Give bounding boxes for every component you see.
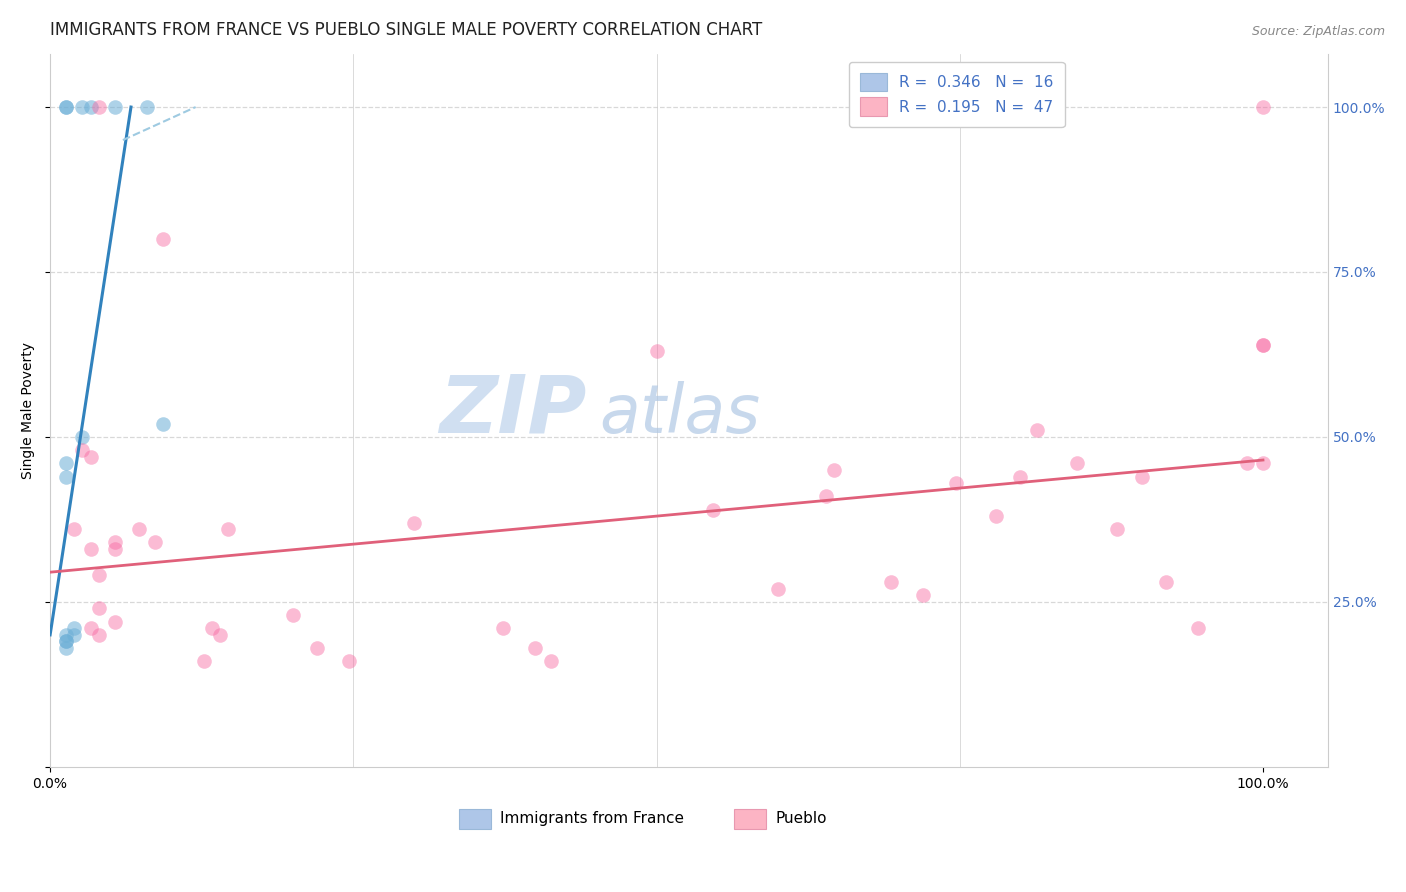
Point (986, 509, 1008, 524)
Legend: R =  0.346   N =  16, R =  0.195   N =  47: R = 0.346 N = 16, R = 0.195 N = 47 (849, 62, 1064, 127)
Point (55, 634, 77, 648)
Point (823, 463, 845, 477)
Point (524, 641, 547, 656)
Point (152, 417, 174, 431)
Point (72, 100, 94, 114)
Point (55, 628, 77, 642)
Point (79, 100, 101, 114)
Point (152, 232, 174, 246)
Point (79, 450, 101, 464)
Point (87, 568, 110, 582)
Point (55, 456, 77, 470)
Point (63, 628, 86, 642)
Text: IMMIGRANTS FROM FRANCE VS PUEBLO SINGLE MALE POVERTY CORRELATION CHART: IMMIGRANTS FROM FRANCE VS PUEBLO SINGLE … (51, 21, 762, 39)
Point (766, 582, 789, 596)
Point (79, 542, 101, 557)
Point (1154, 575, 1177, 590)
Point (1010, 469, 1032, 483)
Point (55, 100, 77, 114)
Point (945, 476, 967, 491)
Point (1236, 456, 1258, 470)
Point (72, 443, 94, 458)
Y-axis label: Single Male Poverty: Single Male Poverty (21, 342, 35, 479)
Point (815, 489, 838, 503)
Point (87, 601, 110, 615)
Point (217, 522, 239, 536)
Point (208, 628, 231, 642)
Point (880, 575, 903, 590)
Point (55, 641, 77, 656)
Point (912, 588, 935, 602)
Point (63, 621, 86, 635)
Point (87, 100, 110, 114)
Point (1251, 337, 1274, 351)
Point (55, 100, 77, 114)
Text: Source: ZipAtlas.com: Source: ZipAtlas.com (1251, 25, 1385, 38)
Point (1066, 456, 1088, 470)
Point (79, 621, 101, 635)
Point (305, 641, 328, 656)
Point (55, 469, 77, 483)
Point (645, 344, 668, 359)
FancyBboxPatch shape (458, 809, 491, 829)
Point (201, 621, 224, 635)
Point (55, 634, 77, 648)
Point (337, 654, 360, 668)
Point (1187, 621, 1209, 635)
Point (136, 100, 159, 114)
Point (402, 516, 425, 530)
Point (143, 535, 166, 549)
Text: Immigrants from France: Immigrants from France (499, 811, 683, 826)
Text: Pueblo: Pueblo (776, 811, 827, 826)
Point (702, 502, 724, 516)
Point (104, 542, 127, 557)
Point (87, 628, 110, 642)
Point (492, 621, 515, 635)
Point (63, 522, 86, 536)
Point (1130, 469, 1153, 483)
Point (128, 522, 150, 536)
Point (104, 615, 127, 629)
Point (1107, 522, 1129, 536)
Point (193, 654, 215, 668)
Text: atlas: atlas (599, 381, 761, 447)
FancyBboxPatch shape (734, 809, 765, 829)
Text: ZIP: ZIP (439, 372, 586, 450)
Point (540, 654, 562, 668)
Point (72, 430, 94, 444)
Point (1251, 100, 1274, 114)
Point (1251, 456, 1274, 470)
Point (281, 608, 304, 623)
Point (1251, 337, 1274, 351)
Point (1025, 423, 1047, 437)
Point (104, 535, 127, 549)
Point (104, 100, 127, 114)
